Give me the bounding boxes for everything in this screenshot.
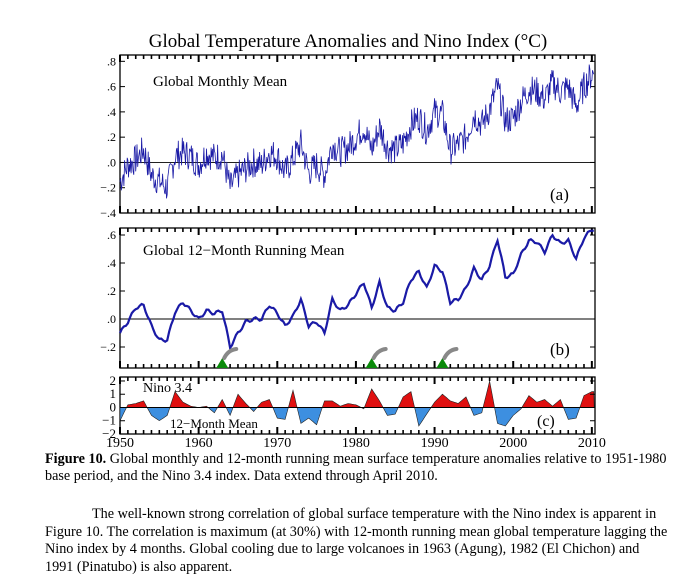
y-tick-label: .4 [107, 256, 116, 270]
y-tick-label: 0 [110, 399, 117, 414]
y-tick-label: .6 [107, 228, 116, 242]
y-tick-label: .2 [107, 284, 116, 298]
panel-a-label: (a) [550, 185, 569, 204]
panel-c-nino: Nino 3.4 12−Month Mean (c) 210−1−2 1950 1… [102, 373, 606, 450]
panel-b-inner-label: Global 12−Month Running Mean [143, 243, 345, 259]
y-tick-label: 1 [110, 386, 117, 401]
caption-label: Figure 10. [45, 451, 107, 467]
panel-b-plot [118, 229, 595, 351]
y-tick-label: −1 [102, 413, 116, 428]
panel-c-sub-label: 12−Month Mean [170, 416, 258, 431]
x-axis-year-labels: 1950 1960 1970 1980 1990 2000 2010 [106, 436, 606, 450]
panel-a-plot [119, 64, 595, 199]
panel-b-label: (b) [550, 340, 570, 359]
body-paragraph: The well-known strong correlation of glo… [45, 506, 668, 575]
x-tick-label: 1980 [342, 436, 370, 450]
volcano-markers [216, 347, 459, 368]
y-tick-label: .0 [107, 312, 116, 326]
y-tick-label: 2 [110, 373, 117, 388]
volcano-marker-pinatubo [436, 347, 459, 368]
y-tick-label: −.2 [100, 181, 116, 195]
panel-a-x-ticks [119, 55, 593, 213]
volcano-icon [436, 358, 449, 368]
nino-positive-area [120, 381, 595, 408]
panel-b-running-mean: Global 12−Month Running Mean (b) .6 .4 .2.… [100, 227, 596, 369]
volcano-marker-agung [216, 347, 239, 368]
y-tick-label: .8 [107, 54, 116, 68]
panel-a-frame [119, 54, 596, 214]
y-tick-label: −2 [102, 426, 116, 441]
figure-10-chart: Global Temperature Anomalies and Nino In… [100, 31, 606, 450]
panel-a-monthly-mean: Global Monthly Mean (a) .8 .6 .4 .2 .0 −.2 −.4 [100, 54, 596, 220]
y-tick-label: .4 [107, 105, 116, 119]
panel-a-inner-label: Global Monthly Mean [153, 74, 288, 90]
panel-c-x-ticks [119, 377, 593, 434]
x-tick-label: 1950 [106, 436, 134, 450]
running-mean-line [118, 229, 594, 351]
y-tick-label: .2 [107, 130, 116, 144]
volcano-icon [365, 358, 378, 368]
panel-c-plot [119, 380, 595, 427]
ash-plume-icon [442, 347, 459, 360]
x-tick-label: 2010 [578, 436, 606, 450]
y-tick-label: .0 [107, 155, 116, 169]
panel-c-y-axis: 210−1−2 [102, 373, 595, 441]
ash-plume-icon [371, 347, 388, 360]
x-tick-label: 1970 [263, 436, 291, 450]
volcano-icon [216, 358, 229, 368]
nino-negative-area [120, 407, 580, 426]
panel-c-frame [119, 376, 596, 435]
y-tick-label: −.4 [100, 206, 116, 220]
ash-plume-icon [222, 347, 239, 360]
y-tick-label: −.2 [100, 340, 116, 354]
panel-c-label: (c) [537, 413, 555, 430]
y-tick-label: .6 [107, 80, 116, 94]
monthly-mean-line [119, 64, 595, 199]
volcano-marker-el-chichon [365, 347, 388, 368]
figure-caption: Figure 10. Global monthly and 12-month r… [45, 451, 670, 485]
chart-title: Global Temperature Anomalies and Nino In… [149, 31, 547, 52]
x-tick-label: 1960 [185, 436, 213, 450]
caption-text: Global monthly and 12-month running mean… [45, 451, 667, 484]
panel-b-frame [119, 227, 596, 369]
panel-c-inner-label: Nino 3.4 [143, 381, 192, 396]
x-tick-label: 2000 [499, 436, 527, 450]
panel-b-x-ticks [119, 228, 593, 368]
x-tick-label: 1990 [421, 436, 449, 450]
